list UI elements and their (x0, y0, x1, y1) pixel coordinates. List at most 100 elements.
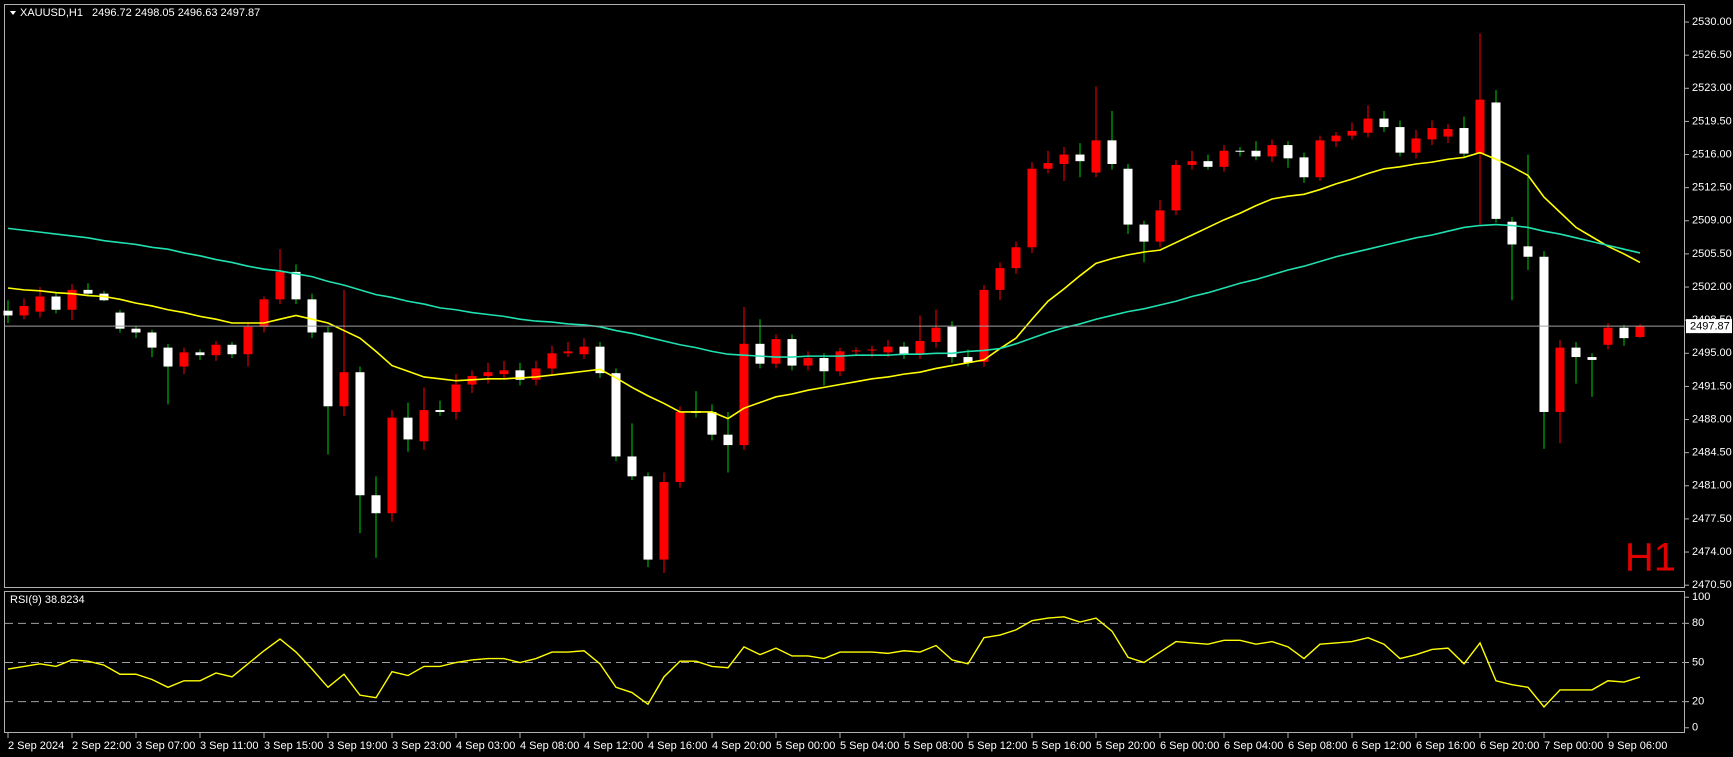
x-tick-label: 4 Sep 12:00 (584, 740, 643, 752)
close-value: 2497.87 (221, 7, 261, 19)
candle-body (627, 456, 637, 477)
candle-body (419, 410, 429, 442)
x-tick-label: 5 Sep 16:00 (1032, 740, 1091, 752)
x-tick-label: 6 Sep 04:00 (1224, 740, 1283, 752)
candle-body (579, 346, 589, 355)
x-tick-label: 5 Sep 20:00 (1096, 740, 1155, 752)
candle-body (307, 299, 317, 333)
candle-body (227, 344, 237, 355)
candle-body (515, 370, 525, 380)
menu-triangle[interactable] (10, 11, 16, 15)
y-tick-label: 0 (1692, 722, 1698, 734)
candle-body (611, 373, 621, 457)
candle-body (867, 349, 877, 351)
candle-body (387, 417, 397, 514)
candle-body (1267, 145, 1277, 157)
candle-body (1299, 157, 1309, 178)
candle-body (1187, 161, 1197, 165)
candle-body (787, 339, 797, 366)
candle-body (1635, 326, 1645, 338)
y-tick-label: 2470.50 (1692, 579, 1732, 591)
candle-body (1283, 145, 1293, 159)
rsi-title: RSI(9) 38.8234 (10, 594, 85, 606)
candle-body (67, 289, 77, 310)
candle-body (275, 271, 285, 300)
candle-body (547, 353, 557, 369)
candle-body (1171, 164, 1181, 211)
x-tick-label: 6 Sep 20:00 (1480, 740, 1539, 752)
timeframe-watermark: H1 (1625, 536, 1676, 580)
y-tick-label: 2502.00 (1692, 281, 1732, 293)
x-tick-label: 9 Sep 06:00 (1608, 740, 1667, 752)
candle-body (947, 326, 957, 358)
y-tick-label: 80 (1692, 617, 1704, 629)
candle-body (1379, 118, 1389, 128)
x-tick-label: 5 Sep 04:00 (840, 740, 899, 752)
candle-body (1235, 150, 1245, 152)
candle-body (1075, 154, 1085, 162)
x-tick-label: 5 Sep 12:00 (968, 740, 1027, 752)
candle-body (531, 368, 541, 380)
x-tick-label: 6 Sep 12:00 (1352, 740, 1411, 752)
candle-body (1587, 357, 1597, 360)
candle-body (499, 370, 509, 375)
candle-body (1203, 161, 1213, 167)
y-tick-label: 100 (1692, 591, 1710, 603)
candle-body (931, 327, 941, 342)
candle-body (323, 332, 333, 407)
price-panel-frame (4, 4, 1685, 588)
y-tick-label: 2512.50 (1692, 182, 1732, 194)
candle-body (211, 344, 221, 356)
candle-body (483, 372, 493, 376)
candle-body (659, 482, 669, 560)
low-value: 2496.63 (178, 7, 218, 19)
candle-body (163, 347, 173, 367)
candle-body (835, 351, 845, 372)
y-tick-label: 2516.00 (1692, 148, 1732, 160)
candle-body (1443, 128, 1453, 137)
candle-body (291, 271, 301, 300)
x-tick-label: 6 Sep 16:00 (1416, 740, 1475, 752)
high-value: 2498.05 (135, 7, 175, 19)
candle-body (707, 411, 717, 435)
candle-body (1059, 154, 1069, 164)
candle-body (371, 495, 381, 514)
candle-body (1251, 150, 1261, 157)
x-tick-label: 3 Sep 15:00 (264, 740, 323, 752)
y-tick-label: 2519.50 (1692, 115, 1732, 127)
y-tick-label: 2495.00 (1692, 347, 1732, 359)
y-tick-label: 2526.50 (1692, 49, 1732, 61)
candle-body (51, 296, 61, 310)
candle-body (195, 352, 205, 356)
candle-body (403, 417, 413, 440)
candle-body (1363, 118, 1373, 133)
x-tick-label: 7 Sep 00:00 (1544, 740, 1603, 752)
y-tick-label: 2491.50 (1692, 380, 1732, 392)
candle-body (755, 343, 765, 364)
candle-body (643, 476, 653, 560)
candle-body (915, 340, 925, 355)
candle-body (435, 410, 445, 412)
candle-body (819, 358, 829, 372)
candle-body (1427, 128, 1437, 140)
symbol: XAUUSD,H1 (20, 7, 83, 19)
x-tick-label: 6 Sep 00:00 (1160, 740, 1219, 752)
candle-body (1539, 256, 1549, 412)
candle-body (1347, 130, 1357, 136)
y-tick-label: 2481.00 (1692, 480, 1732, 492)
candle-body (115, 312, 125, 329)
x-tick-label: 5 Sep 00:00 (776, 740, 835, 752)
candle-body (723, 434, 733, 446)
price-label: 2497.87 (1690, 321, 1730, 333)
price-label-box (1686, 319, 1732, 334)
candle-body (771, 339, 781, 364)
candle-body (563, 351, 573, 354)
candle-body (131, 328, 141, 333)
candle-body (179, 352, 189, 367)
x-tick-label: 3 Sep 19:00 (328, 740, 387, 752)
candle-body (35, 296, 45, 312)
candle-body (1475, 99, 1485, 154)
candle-body (19, 305, 29, 316)
